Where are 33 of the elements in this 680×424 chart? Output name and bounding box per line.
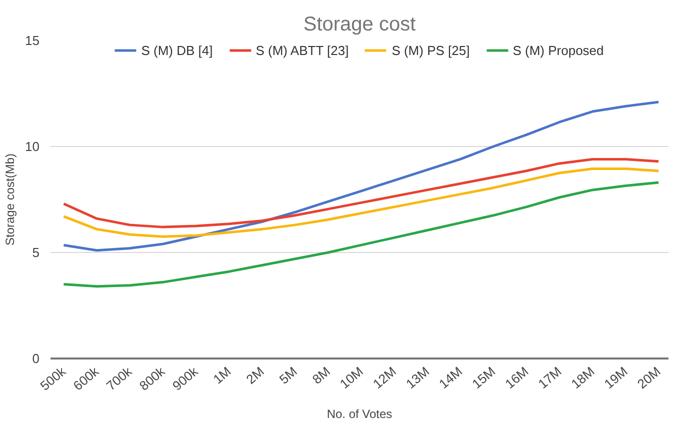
x-tick-label: 15M <box>469 364 498 392</box>
x-tick-label: 12M <box>370 364 400 392</box>
x-tick-label: 10M <box>336 364 366 392</box>
x-tick-label: 5M <box>276 364 300 387</box>
x-tick-label: 14M <box>436 364 466 392</box>
y-tick-label: 5 <box>32 245 40 260</box>
y-tick-label: 0 <box>32 351 40 366</box>
x-tick-label: 600k <box>70 363 102 394</box>
x-tick-label: 900k <box>169 363 202 394</box>
legend-label: S (M) DB [4] <box>141 42 213 58</box>
line-series <box>62 168 660 238</box>
x-tick-label: 500k <box>37 363 69 394</box>
x-tick-label: 2M <box>243 364 267 387</box>
x-axis-title: No. of Votes <box>326 407 392 422</box>
y-axis-title: Storage cost(Mb) <box>3 153 18 246</box>
chart-title: Storage cost <box>303 14 416 36</box>
legend-label: S (M) ABTT [23] <box>256 42 349 58</box>
x-tick-label: 1M <box>210 364 234 387</box>
x-tick-label: 13M <box>403 364 432 392</box>
x-tick-label: 17M <box>535 364 564 392</box>
x-tick-label: 18M <box>568 364 598 392</box>
y-tick-label: 10 <box>25 139 40 154</box>
line-series <box>62 181 660 288</box>
x-tick-label: 8M <box>309 364 333 387</box>
legend-label: S (M) PS [25] <box>392 42 470 58</box>
line-series <box>62 158 660 228</box>
x-tick-label: 800k <box>136 363 168 394</box>
x-tick-label: 19M <box>601 364 630 392</box>
y-tick-label: 15 <box>25 33 40 48</box>
x-tick-label: 700k <box>103 363 136 394</box>
x-tick-label: 16M <box>502 364 532 392</box>
line-series <box>62 100 660 252</box>
legend-label: S (M) Proposed <box>512 42 604 58</box>
